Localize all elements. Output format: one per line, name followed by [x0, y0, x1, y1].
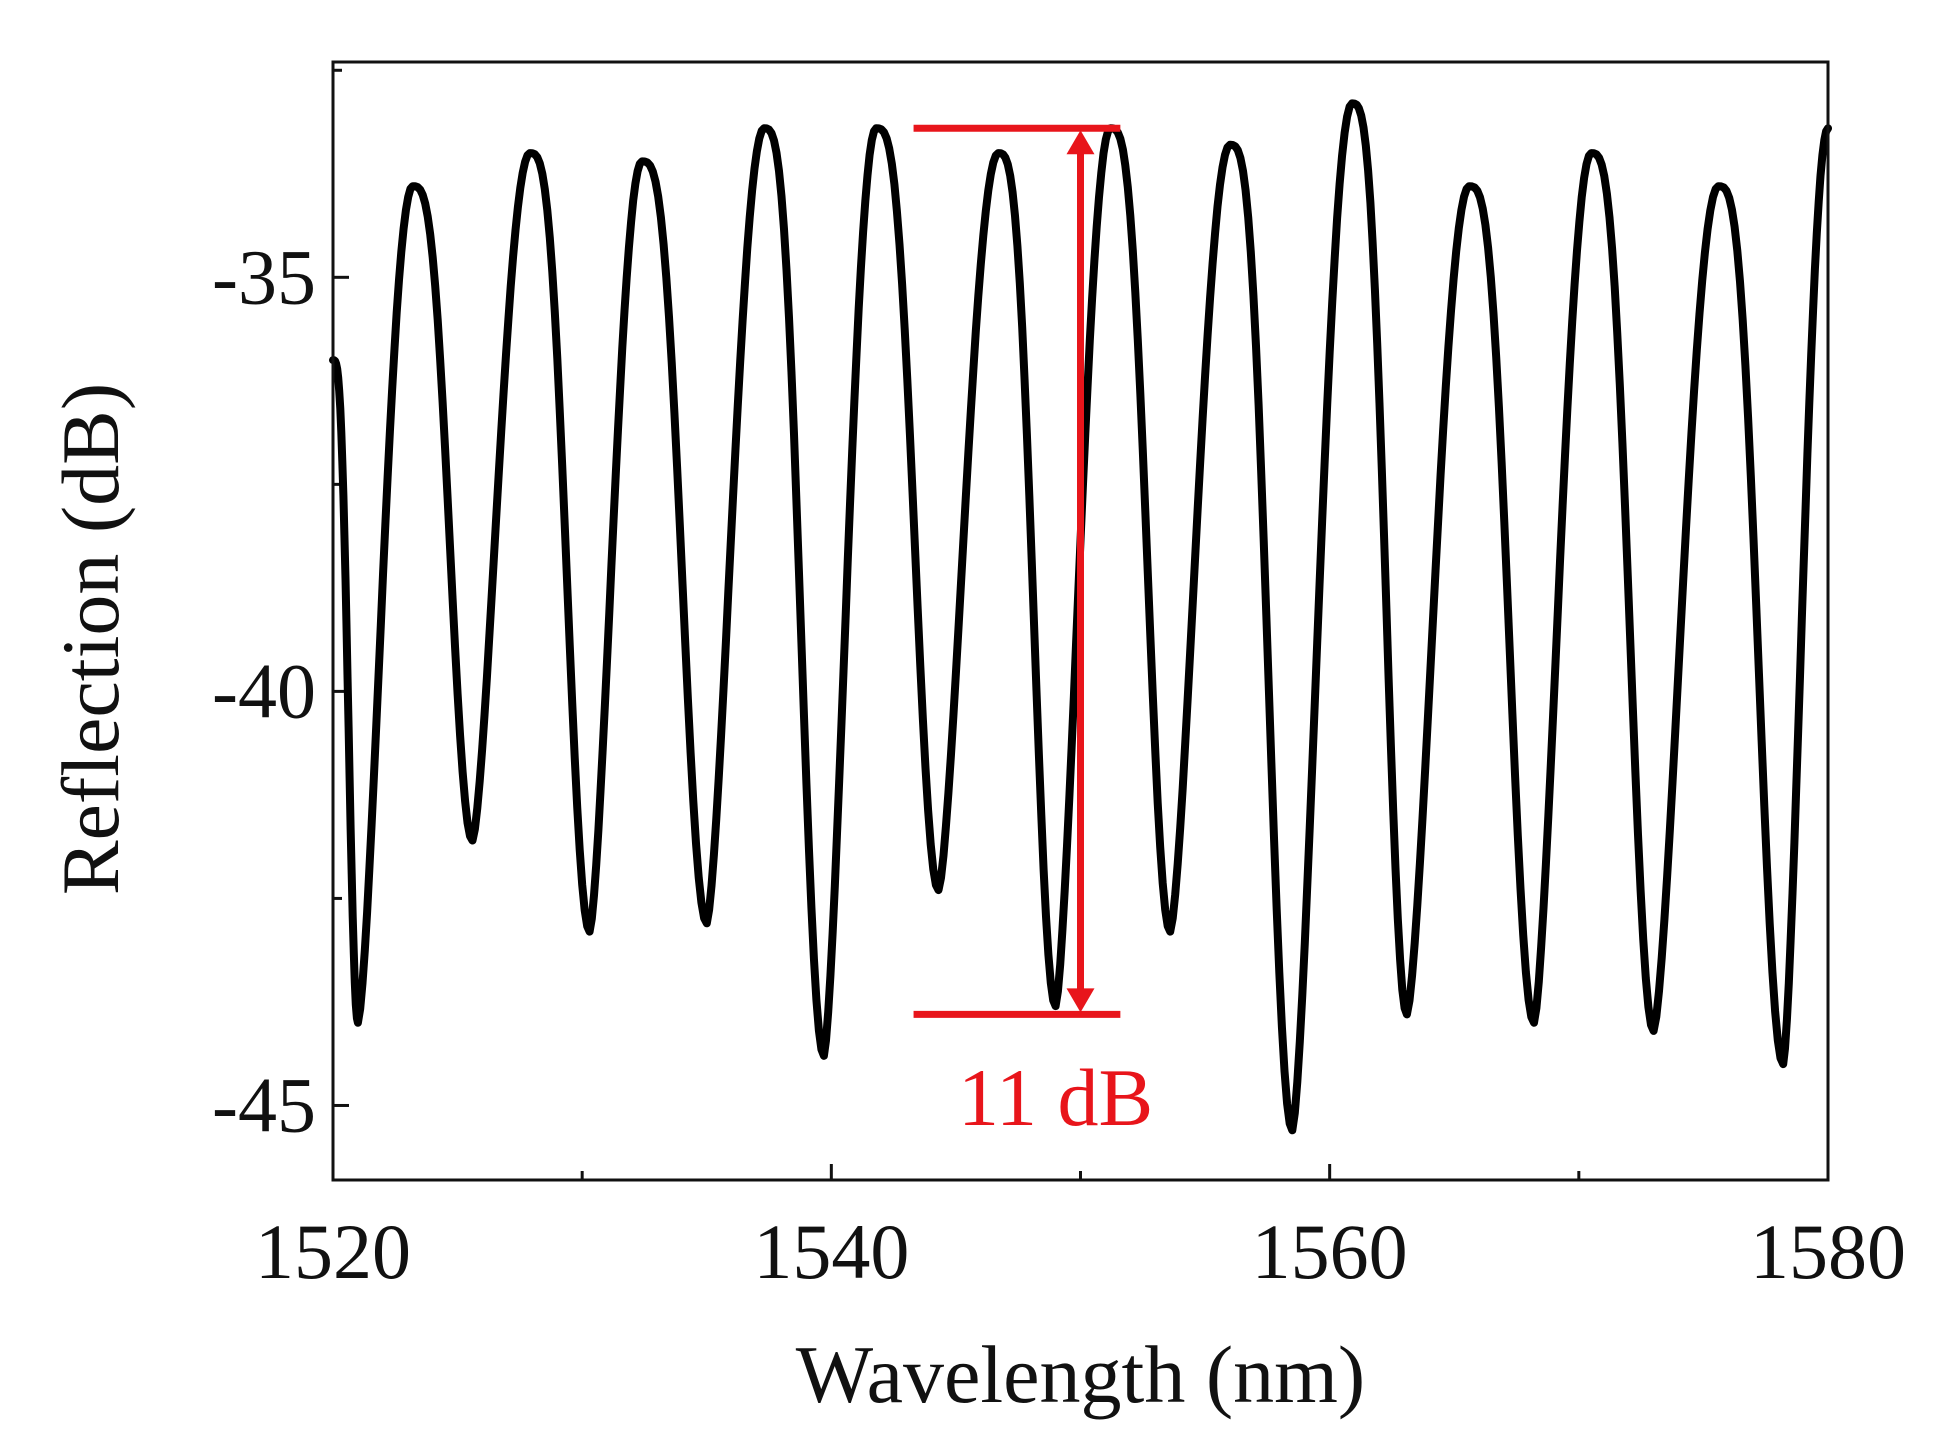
y-tick-label: -45 — [212, 1061, 316, 1148]
x-tick-labels: 1520 1540 1560 1580 — [255, 1208, 1906, 1295]
x-axis-ticks — [331, 1164, 1830, 1180]
y-tick-labels: -35 -40 -45 — [212, 233, 316, 1148]
y-tick-label: -35 — [212, 233, 316, 320]
annotation-label: 11 dB — [958, 1052, 1153, 1143]
y-axis-title: Reflection (dB) — [45, 383, 136, 895]
plot-frame — [331, 60, 1830, 1182]
x-axis-title: Wavelength (nm) — [796, 1329, 1365, 1420]
amplitude-annotation: 11 dB — [913, 124, 1153, 1143]
x-tick-label: 1540 — [753, 1208, 909, 1295]
annotation-arrowhead-down — [1066, 988, 1095, 1013]
x-tick-label: 1580 — [1750, 1208, 1906, 1295]
x-tick-label: 1520 — [255, 1208, 411, 1295]
x-tick-label: 1560 — [1252, 1208, 1408, 1295]
annotation-arrowhead-up — [1066, 130, 1095, 155]
reflection-series-line — [329, 99, 1832, 1135]
y-tick-label: -40 — [212, 647, 316, 734]
